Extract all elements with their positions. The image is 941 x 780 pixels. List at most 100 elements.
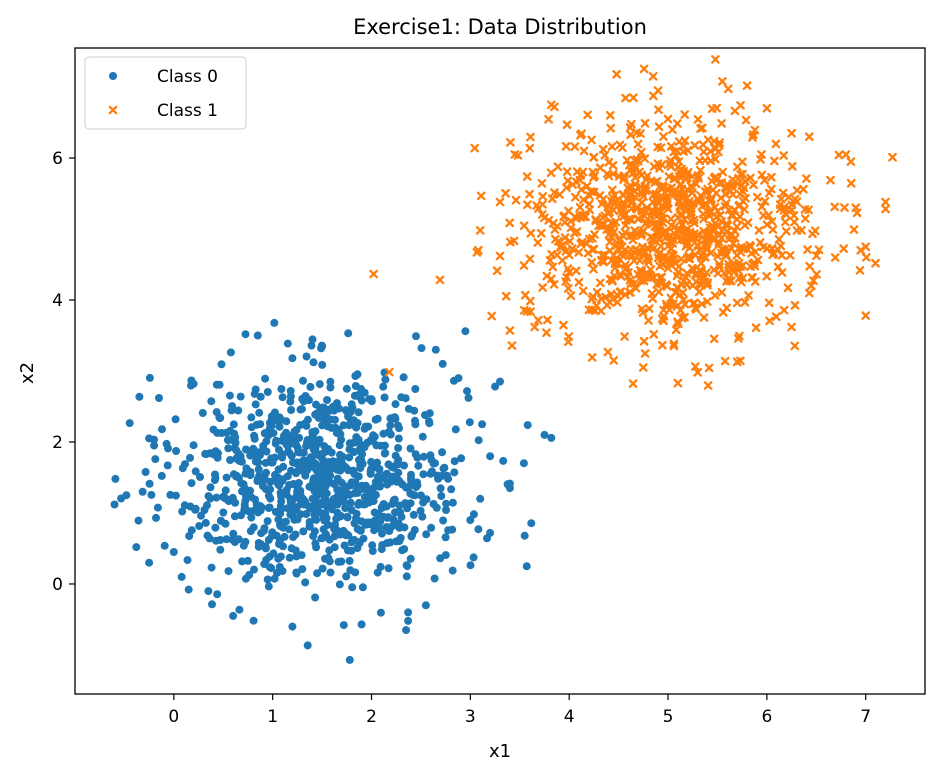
data-point xyxy=(542,328,551,338)
data-point xyxy=(388,522,397,531)
data-point xyxy=(437,492,446,500)
data-point xyxy=(706,196,716,206)
data-point xyxy=(717,178,727,187)
data-point xyxy=(301,578,310,587)
data-point xyxy=(399,373,408,382)
data-point xyxy=(271,470,279,479)
data-point xyxy=(330,524,339,533)
data-point xyxy=(262,468,270,477)
data-point xyxy=(345,445,354,454)
data-point xyxy=(520,531,529,540)
data-point xyxy=(253,475,262,483)
data-point xyxy=(702,297,712,306)
data-point xyxy=(678,219,688,229)
data-point xyxy=(657,278,666,288)
data-point xyxy=(538,192,548,201)
data-point xyxy=(746,173,755,183)
data-point xyxy=(749,180,758,190)
data-point xyxy=(444,526,453,535)
data-point xyxy=(648,72,658,81)
data-point xyxy=(627,204,637,213)
data-point xyxy=(240,500,249,509)
data-point xyxy=(617,242,627,252)
data-point xyxy=(706,156,715,166)
data-point xyxy=(324,458,333,466)
data-point xyxy=(711,55,720,64)
data-point xyxy=(267,458,276,467)
data-point xyxy=(311,450,320,459)
data-point xyxy=(426,469,435,478)
data-point xyxy=(476,494,485,503)
data-point xyxy=(661,299,671,309)
data-point xyxy=(597,199,607,209)
data-point xyxy=(806,281,816,291)
data-point xyxy=(411,385,420,393)
data-point xyxy=(352,509,361,518)
data-point xyxy=(316,500,325,509)
legend-marker xyxy=(109,72,117,80)
data-point xyxy=(620,290,630,300)
data-point xyxy=(296,448,305,457)
data-point xyxy=(278,450,287,459)
data-point xyxy=(676,164,686,174)
data-point xyxy=(343,546,352,555)
data-point xyxy=(633,229,643,238)
data-point xyxy=(125,419,134,428)
data-point xyxy=(360,493,369,501)
data-point xyxy=(533,315,543,325)
data-point xyxy=(341,528,349,537)
data-point xyxy=(808,229,817,239)
data-point xyxy=(412,332,420,341)
data-point xyxy=(285,525,294,534)
data-point xyxy=(649,190,658,199)
data-point xyxy=(302,421,311,430)
data-point xyxy=(728,211,738,220)
data-point xyxy=(653,86,663,95)
data-point xyxy=(605,110,615,120)
data-point xyxy=(292,506,301,514)
data-point xyxy=(408,530,417,539)
data-point xyxy=(774,235,784,244)
data-point xyxy=(274,480,283,489)
data-point xyxy=(627,119,636,129)
data-point xyxy=(492,266,502,276)
data-point xyxy=(201,518,210,527)
data-point xyxy=(523,200,532,210)
data-point xyxy=(577,237,587,247)
data-point xyxy=(543,315,552,325)
data-point xyxy=(365,395,374,404)
data-point xyxy=(548,262,558,272)
data-point xyxy=(629,93,638,103)
data-point xyxy=(589,264,598,274)
data-point xyxy=(718,77,727,86)
data-point xyxy=(186,453,194,462)
data-point xyxy=(359,485,368,493)
data-point xyxy=(802,174,811,183)
data-point xyxy=(326,383,335,392)
data-point xyxy=(509,236,519,246)
data-point xyxy=(404,404,413,413)
data-point xyxy=(275,563,284,571)
data-point xyxy=(145,558,154,567)
data-point xyxy=(718,307,728,317)
data-point xyxy=(330,543,339,552)
data-point xyxy=(345,655,354,664)
data-point xyxy=(325,535,334,544)
data-point xyxy=(623,183,633,193)
data-point xyxy=(311,593,320,602)
data-point xyxy=(651,221,661,230)
data-point xyxy=(335,404,343,413)
data-point xyxy=(627,251,637,261)
data-point xyxy=(699,147,709,157)
data-point xyxy=(790,217,799,227)
data-point xyxy=(856,245,866,255)
data-point xyxy=(800,205,810,214)
data-point xyxy=(226,348,235,357)
data-point xyxy=(584,199,594,209)
data-point xyxy=(438,448,447,457)
data-point xyxy=(540,430,549,439)
data-point xyxy=(282,428,291,437)
data-point xyxy=(618,190,628,200)
data-point xyxy=(654,105,663,115)
x-axis-label: x1 xyxy=(489,741,511,762)
